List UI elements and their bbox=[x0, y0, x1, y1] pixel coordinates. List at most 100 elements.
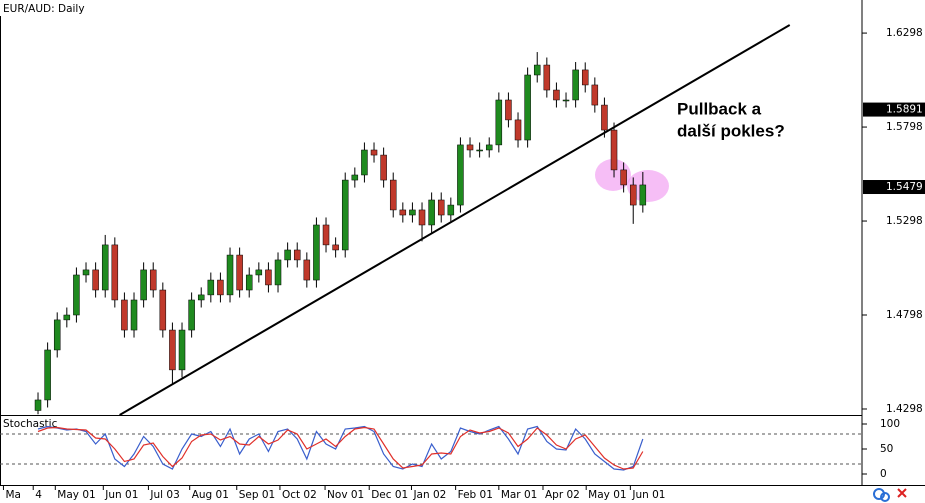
candle-body bbox=[610, 129, 618, 171]
candle-body bbox=[591, 84, 599, 106]
candle-body bbox=[313, 224, 320, 281]
candle-body bbox=[380, 154, 387, 181]
candle-body bbox=[485, 144, 493, 151]
candle-body bbox=[284, 249, 291, 261]
candle-body bbox=[514, 119, 522, 141]
candle-body bbox=[629, 184, 637, 206]
candle-body bbox=[121, 299, 128, 331]
candle-body bbox=[149, 269, 157, 291]
candle-body bbox=[428, 199, 435, 226]
stochastic-line bbox=[37, 425, 644, 471]
price-marker bbox=[863, 102, 925, 117]
candle-body bbox=[245, 274, 253, 291]
candle-body bbox=[159, 289, 167, 331]
x-tick-label: Jul 03 bbox=[149, 489, 179, 501]
candle-body bbox=[34, 399, 42, 411]
price-marker-label: 1.5479 bbox=[886, 181, 923, 193]
candle-body bbox=[409, 209, 416, 216]
candle-body bbox=[553, 89, 560, 101]
candle-body bbox=[178, 329, 186, 371]
candle-body bbox=[457, 144, 464, 206]
candle-body bbox=[572, 69, 579, 101]
candle-body bbox=[351, 174, 359, 181]
title-bg bbox=[0, 0, 90, 16]
candle-body bbox=[399, 209, 407, 216]
y-tick-label: 1.4798 bbox=[886, 309, 923, 321]
stochastic-line bbox=[37, 426, 644, 470]
x-tick-label: Mar 01 bbox=[501, 489, 538, 501]
candle-body bbox=[82, 269, 90, 276]
candle-body bbox=[620, 169, 627, 186]
candle-body bbox=[543, 64, 551, 91]
candle-body bbox=[111, 244, 119, 301]
candle-body bbox=[92, 269, 99, 291]
candle-body bbox=[370, 149, 378, 156]
x-tick-label: Sep 01 bbox=[239, 489, 276, 501]
x-tick-label: Ma bbox=[5, 489, 21, 501]
candle-body bbox=[601, 104, 608, 131]
x-tick-label: Jun 01 bbox=[631, 489, 665, 501]
x-tick-label: May 01 bbox=[57, 489, 95, 501]
x-tick-label: 4 bbox=[35, 489, 42, 501]
candle-body bbox=[73, 274, 80, 316]
highlight bbox=[627, 170, 669, 202]
candle-body bbox=[140, 269, 147, 301]
x-tick-label: Aug 01 bbox=[192, 489, 229, 501]
candle-body bbox=[524, 74, 531, 141]
annotation: Pullback a bbox=[677, 99, 762, 118]
x-tick-label: Nov 01 bbox=[327, 489, 364, 501]
candle-body bbox=[303, 259, 311, 281]
candle-body bbox=[217, 279, 224, 296]
x-tick-label: Jan 02 bbox=[412, 489, 446, 501]
candle-body bbox=[255, 269, 263, 276]
candle-body bbox=[639, 184, 647, 206]
candle-body bbox=[447, 204, 455, 216]
candle-body bbox=[226, 254, 234, 296]
candle-body bbox=[207, 279, 215, 296]
y-tick-label: 100 bbox=[880, 418, 900, 430]
y-tick-label: 1.5298 bbox=[886, 215, 923, 227]
candle-body bbox=[188, 299, 195, 331]
candle-body bbox=[265, 269, 272, 286]
price-marker-label: 1.5891 bbox=[886, 104, 923, 116]
y-tick-label: 1.4298 bbox=[886, 403, 923, 415]
candle-body bbox=[53, 319, 61, 351]
candle-body bbox=[505, 99, 512, 121]
candle-body bbox=[581, 69, 589, 86]
candle-body bbox=[341, 179, 349, 251]
y-tick-label: 0 bbox=[880, 468, 887, 480]
candle-body bbox=[63, 314, 71, 321]
x-tick-label: May 01 bbox=[588, 489, 626, 501]
candle-body bbox=[562, 99, 570, 102]
chart-title: EUR/AUD: Daily bbox=[3, 3, 85, 15]
x-tick-label: Jun 01 bbox=[104, 489, 138, 501]
toolbar-icons[interactable] bbox=[873, 488, 907, 502]
x-tick-label: Apr 02 bbox=[545, 489, 580, 501]
candle-body bbox=[495, 99, 503, 146]
candle-body bbox=[437, 199, 445, 216]
y-tick-label: 1.5798 bbox=[886, 121, 923, 133]
y-tick-label: 50 bbox=[880, 443, 893, 455]
x-tick-label: Feb 01 bbox=[458, 489, 493, 501]
candle-body bbox=[322, 224, 330, 246]
candle-body bbox=[533, 64, 541, 76]
candle-body bbox=[197, 294, 205, 301]
candle-body bbox=[476, 149, 483, 152]
trendline bbox=[119, 24, 791, 416]
annotation: další pokles? bbox=[677, 121, 785, 140]
x-tick-label: Dec 01 bbox=[371, 489, 408, 501]
candle-body bbox=[293, 249, 301, 261]
y-tick-label: 1.6298 bbox=[886, 27, 923, 39]
candle-body bbox=[418, 209, 426, 226]
candle-body bbox=[361, 149, 368, 176]
candle-body bbox=[236, 254, 243, 291]
candle-body bbox=[389, 179, 397, 211]
x-tick-label: Oct 02 bbox=[282, 489, 317, 501]
price-marker bbox=[863, 180, 925, 195]
candle-body bbox=[466, 144, 474, 151]
candle-body bbox=[101, 244, 109, 291]
candle-body bbox=[130, 299, 138, 331]
candle-body bbox=[274, 259, 282, 286]
